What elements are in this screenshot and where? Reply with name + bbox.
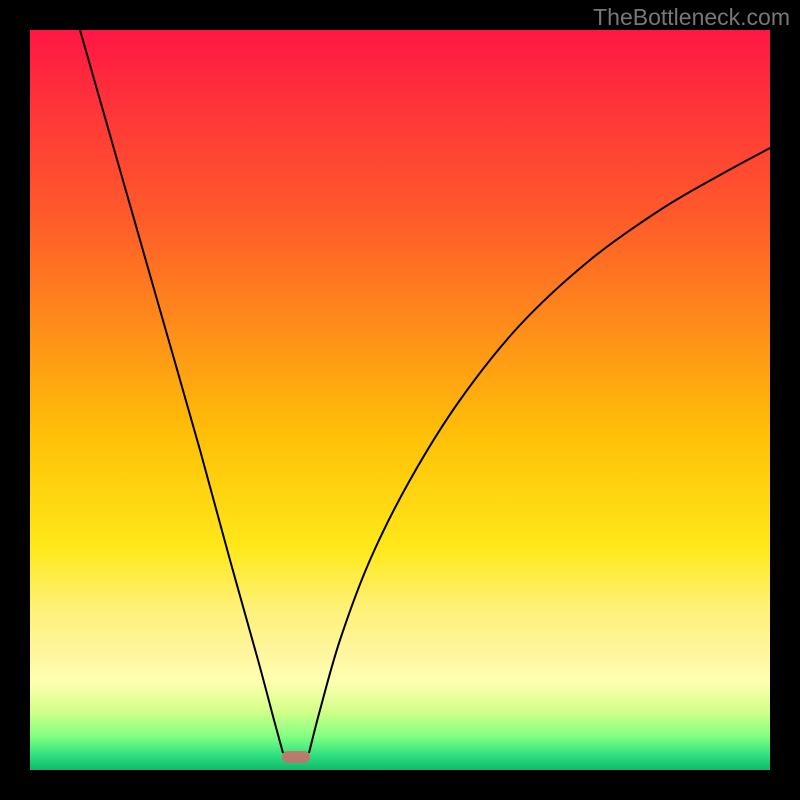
watermark-text: TheBottleneck.com [593,4,790,31]
chart-container: TheBottleneck.com [0,0,800,800]
plot-background [30,30,770,770]
optimal-marker [282,751,310,763]
bottleneck-chart [0,0,800,800]
